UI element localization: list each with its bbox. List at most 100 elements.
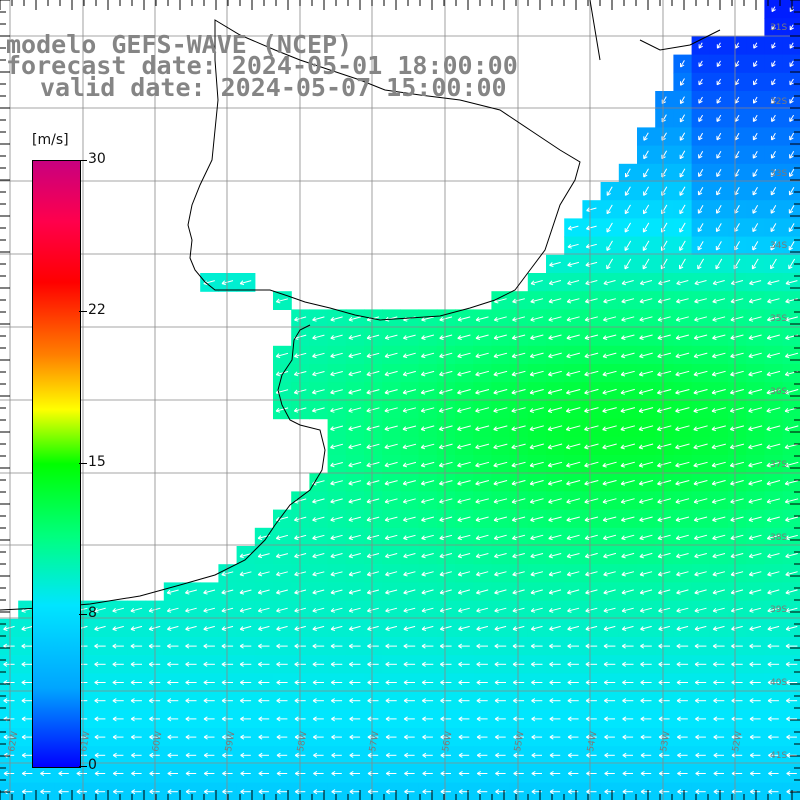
wind-arrow <box>639 316 653 322</box>
wind-arrow <box>457 370 471 377</box>
latitude-label: 35S <box>770 314 787 324</box>
wind-arrow <box>586 225 597 231</box>
wind-arrow <box>529 480 544 486</box>
wind-arrow <box>657 389 672 395</box>
wind-arrow <box>384 370 398 377</box>
wind-arrow <box>657 352 672 359</box>
wind-arrow <box>716 150 722 159</box>
colorbar-tick-15: 15 <box>88 454 106 470</box>
wind-arrow <box>624 258 632 270</box>
wind-arrow <box>602 407 617 413</box>
wind-arrow <box>624 186 631 196</box>
wind-arrow <box>693 425 708 432</box>
wind-arrow <box>771 60 776 67</box>
wind-arrow <box>312 371 325 377</box>
colorbar-unit: [m/s] <box>32 132 69 148</box>
wind-arrow <box>330 480 343 486</box>
wind-arrow <box>330 352 343 359</box>
wind-arrow <box>771 24 776 31</box>
wind-arrow <box>624 204 631 215</box>
wind-arrow <box>752 132 758 141</box>
wind-arrow <box>753 78 758 86</box>
wind-arrow <box>711 407 726 413</box>
wind-arrow <box>606 240 613 251</box>
wind-arrow <box>770 258 777 270</box>
wind-arrow <box>770 241 777 251</box>
wind-arrow <box>657 370 672 377</box>
wind-arrow <box>511 425 526 432</box>
wind-arrow <box>735 42 740 49</box>
wind-arrow <box>643 186 650 196</box>
wind-arrow <box>420 389 435 395</box>
wind-arrow <box>511 352 526 359</box>
wind-arrow <box>511 389 526 395</box>
wind-arrow <box>788 241 795 251</box>
wind-arrow <box>366 334 380 340</box>
wind-arrow <box>439 316 453 322</box>
wind-arrow <box>748 407 763 413</box>
wind-arrow <box>638 443 654 450</box>
wind-arrow <box>785 352 799 359</box>
wind-arrow <box>752 169 758 177</box>
wind-arrow <box>642 222 650 233</box>
wind-arrow <box>657 480 672 486</box>
wind-arrow <box>606 204 613 215</box>
wind-arrow <box>330 443 344 450</box>
wind-arrow <box>679 240 686 251</box>
wind-arrow <box>766 334 780 340</box>
wind-arrow <box>457 389 471 395</box>
wind-arrow <box>348 334 362 340</box>
wind-arrow <box>770 169 777 177</box>
wind-arrow <box>730 370 744 377</box>
wind-arrow <box>693 443 708 450</box>
wind-arrow <box>770 187 777 196</box>
colorbar-tick-mark <box>79 766 87 767</box>
wind-arrow <box>752 187 758 196</box>
wind-arrow <box>729 461 745 468</box>
wind-arrow <box>606 258 614 270</box>
wind-arrow <box>638 370 654 377</box>
wind-arrow <box>716 169 722 177</box>
wind-arrow <box>679 168 686 178</box>
wind-arrow <box>711 425 726 432</box>
wind-arrow <box>784 425 799 432</box>
wind-arrow <box>771 6 776 13</box>
colorbar <box>32 160 81 768</box>
wind-arrow <box>639 298 653 304</box>
wind-arrow <box>439 480 453 486</box>
wind-arrow <box>438 443 453 450</box>
wind-arrow <box>421 352 435 359</box>
wind-arrow <box>771 114 776 122</box>
wind-arrow <box>512 316 526 322</box>
wind-arrow <box>548 352 562 359</box>
wind-arrow <box>565 443 581 450</box>
wind-arrow <box>730 334 744 340</box>
wind-arrow <box>530 316 544 322</box>
wind-arrow <box>656 443 672 450</box>
wind-arrow <box>656 425 672 432</box>
wind-arrow <box>584 407 599 413</box>
wind-arrow <box>475 370 490 377</box>
wind-arrow <box>493 480 508 486</box>
wind-arrow <box>475 443 490 450</box>
wind-arrow <box>770 150 776 159</box>
wind-arrow <box>694 298 707 304</box>
latitude-label: 32S <box>770 97 787 107</box>
wind-arrow <box>602 461 617 468</box>
wind-arrow <box>716 132 722 141</box>
wind-arrow <box>620 407 636 413</box>
wind-arrow <box>330 462 343 468</box>
wind-arrow <box>493 425 508 432</box>
wind-arrow <box>770 223 777 233</box>
wind-arrow <box>730 352 744 359</box>
wind-arrow <box>439 389 453 395</box>
wind-arrow <box>643 132 649 141</box>
wind-arrow <box>420 370 435 377</box>
wind-arrow <box>603 316 617 322</box>
wind-arrow <box>548 316 562 322</box>
wind-arrow <box>493 316 507 322</box>
wind-arrow <box>529 352 544 359</box>
wind-arrow <box>675 316 689 322</box>
wind-arrow <box>639 280 653 286</box>
